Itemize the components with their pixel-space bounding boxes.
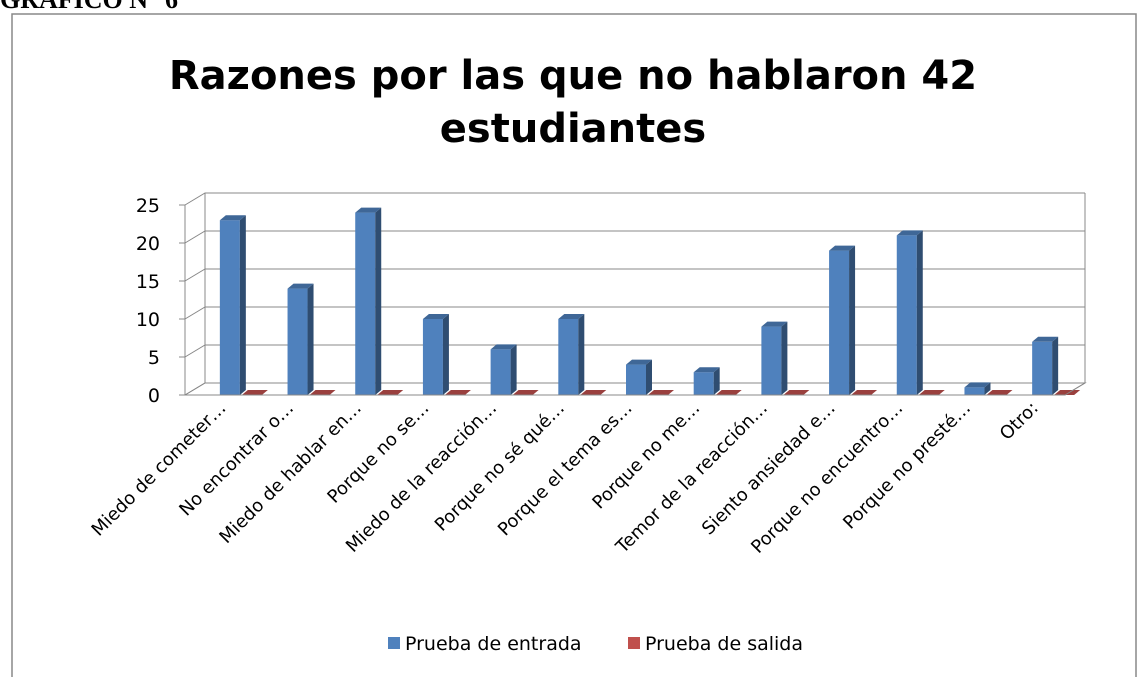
bar-front bbox=[490, 349, 511, 395]
bar-front bbox=[693, 372, 714, 395]
bar bbox=[829, 245, 856, 395]
bar-side bbox=[646, 359, 652, 395]
bar-top bbox=[355, 207, 382, 213]
grid-line bbox=[184, 230, 1085, 244]
grid-line bbox=[184, 382, 1085, 396]
bar-top bbox=[309, 390, 336, 395]
bar bbox=[715, 390, 742, 395]
bar-top bbox=[626, 359, 652, 365]
bar bbox=[986, 390, 1013, 395]
bar-front bbox=[896, 235, 917, 395]
chart-title: Razones por las que no hablaron 42 estudi… bbox=[169, 53, 977, 152]
bar bbox=[693, 367, 720, 395]
bar-front bbox=[422, 319, 443, 395]
bar-top bbox=[918, 390, 945, 395]
bar-side bbox=[713, 367, 720, 395]
bar-front bbox=[355, 212, 376, 395]
bar-top bbox=[986, 390, 1013, 395]
bar-top bbox=[693, 367, 720, 373]
bar-top bbox=[444, 390, 471, 395]
bar-top bbox=[377, 390, 404, 395]
legend-swatch bbox=[388, 637, 400, 649]
bar-front bbox=[829, 250, 850, 395]
bar bbox=[851, 390, 878, 395]
grid-line bbox=[184, 306, 1085, 320]
legend-label: Prueba de salida bbox=[645, 633, 803, 655]
bar-side bbox=[442, 314, 449, 395]
y-tick-label: 15 bbox=[136, 271, 160, 293]
bar-top bbox=[422, 314, 449, 319]
bar-top bbox=[287, 283, 314, 289]
bar-top bbox=[761, 321, 788, 327]
bar-top bbox=[964, 382, 991, 388]
bar bbox=[896, 230, 923, 395]
bar bbox=[580, 390, 607, 395]
grid-line bbox=[184, 344, 1085, 358]
bar-front bbox=[287, 288, 308, 395]
bar-side bbox=[578, 314, 585, 395]
bar-top bbox=[783, 390, 810, 395]
bar bbox=[490, 344, 517, 395]
legend-swatch bbox=[628, 637, 640, 649]
bar-top bbox=[829, 245, 856, 251]
bar bbox=[783, 390, 810, 395]
bar bbox=[287, 283, 314, 395]
bar bbox=[648, 390, 674, 395]
y-tick-label: 5 bbox=[148, 347, 160, 369]
bar-side bbox=[1052, 336, 1059, 395]
bar-front bbox=[219, 220, 240, 395]
bar bbox=[355, 207, 382, 395]
bar-top bbox=[648, 390, 674, 395]
bar-top bbox=[241, 390, 268, 395]
bar-top bbox=[558, 314, 585, 319]
y-tick-label: 20 bbox=[136, 233, 160, 255]
bar-top bbox=[896, 230, 923, 236]
bar bbox=[1032, 336, 1059, 395]
y-tick-label: 25 bbox=[136, 195, 160, 217]
bar bbox=[444, 390, 471, 395]
grid-line bbox=[184, 192, 1085, 206]
bar bbox=[512, 390, 539, 395]
bar bbox=[241, 390, 268, 395]
bar-side bbox=[307, 283, 314, 395]
y-tick-label: 10 bbox=[136, 309, 160, 331]
bar-top bbox=[580, 390, 607, 395]
y-tick-label: 0 bbox=[148, 385, 160, 407]
bar bbox=[558, 314, 585, 395]
bar-side bbox=[916, 230, 923, 395]
bar-top bbox=[851, 390, 878, 395]
bar-top bbox=[1054, 390, 1081, 395]
bar-top bbox=[512, 390, 539, 395]
bar-front bbox=[1032, 341, 1053, 395]
bar bbox=[422, 314, 449, 395]
bar-side bbox=[239, 215, 246, 395]
bar-side bbox=[849, 245, 856, 395]
bar-front bbox=[964, 387, 985, 395]
bar-side bbox=[781, 321, 788, 395]
bar-side bbox=[984, 382, 991, 395]
bar bbox=[309, 390, 336, 395]
bar-front bbox=[761, 326, 782, 395]
bar-side bbox=[375, 207, 382, 395]
bar-top bbox=[1032, 336, 1059, 342]
bar-side bbox=[510, 344, 517, 395]
page-header: GRÁFICO N° 6 bbox=[0, 0, 178, 14]
bar bbox=[626, 359, 652, 395]
grid-line bbox=[184, 268, 1085, 282]
bar-top bbox=[490, 344, 517, 350]
bar-front bbox=[558, 319, 579, 395]
floor-edge bbox=[185, 382, 1086, 396]
legend-label: Prueba de entrada bbox=[405, 633, 582, 655]
bar bbox=[219, 215, 246, 395]
bar-top bbox=[715, 390, 742, 395]
bar-front bbox=[626, 364, 646, 395]
bar-top bbox=[219, 215, 246, 221]
bar bbox=[964, 382, 991, 395]
bar bbox=[761, 321, 788, 395]
bar bbox=[377, 390, 404, 395]
bar bbox=[918, 390, 945, 395]
bar bbox=[1054, 390, 1081, 395]
